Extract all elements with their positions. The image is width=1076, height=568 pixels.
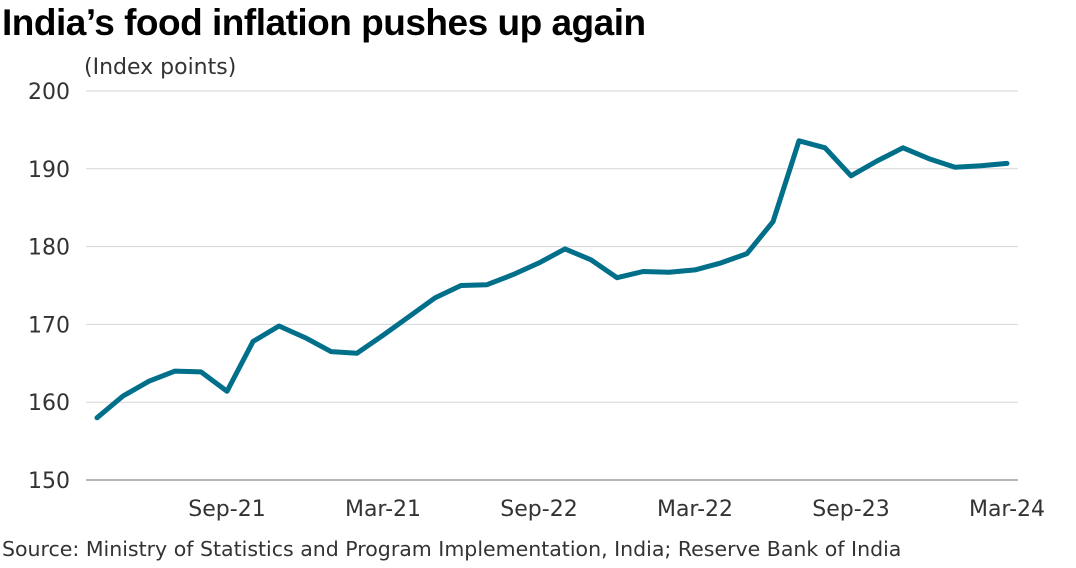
series-lines <box>94 138 1010 421</box>
y-tick-label: 150 <box>28 469 70 494</box>
y-tick-label: 200 <box>28 80 70 105</box>
y-tick-label: 160 <box>28 391 70 416</box>
x-tick-label: Sep-22 <box>500 497 577 522</box>
y-tick-label: 180 <box>28 236 70 261</box>
x-tick-label: Sep-21 <box>188 497 265 522</box>
x-tick-label: Mar-24 <box>969 497 1045 522</box>
y-axis-unit-label: (Index points) <box>84 55 237 80</box>
y-axis-ticks: 150 160 170 180 190 200 <box>28 80 70 494</box>
x-tick-label: Mar-21 <box>345 497 421 522</box>
x-tick-label: Sep-23 <box>812 497 889 522</box>
source-note: Source: Ministry of Statistics and Progr… <box>2 537 902 561</box>
y-tick-label: 190 <box>28 158 70 183</box>
chart-title: India’s food inflation pushes up again <box>2 2 646 43</box>
series-line <box>94 138 1010 421</box>
gridlines <box>86 90 1018 481</box>
y-tick-label: 170 <box>28 313 70 338</box>
x-tick-label: Mar-22 <box>657 497 733 522</box>
x-axis-ticks: Sep-21 Mar-21 Sep-22 Mar-22 Sep-23 Mar-24 <box>188 497 1045 522</box>
